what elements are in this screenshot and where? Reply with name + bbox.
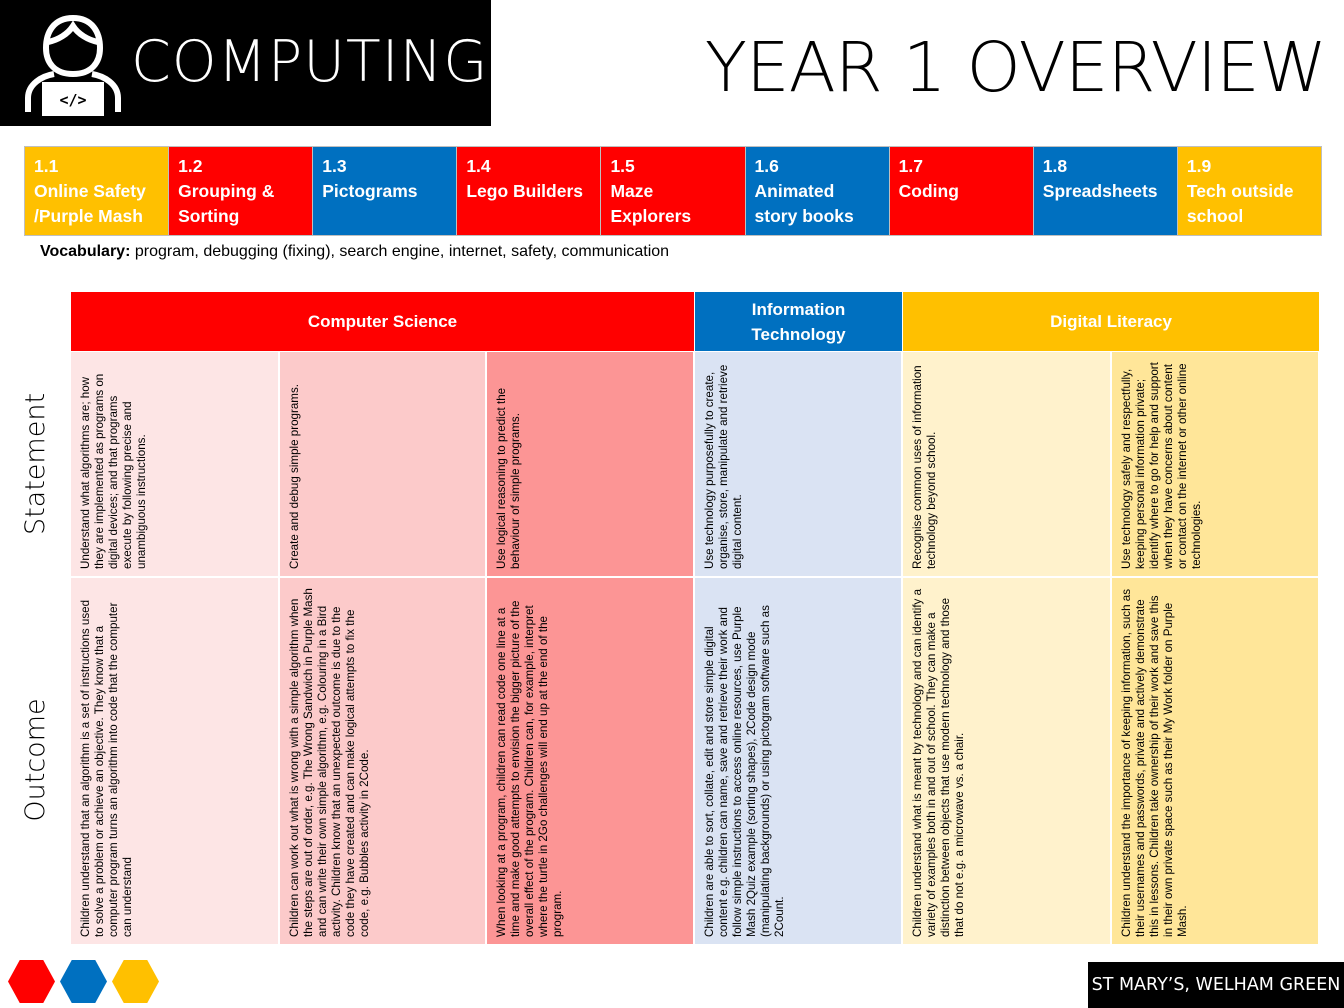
hexagon-icon: [112, 960, 159, 1003]
column-header: Digital Literacy: [903, 292, 1319, 351]
unit-tile: 1.6 Animated story books: [745, 147, 890, 235]
unit-tile: 1.8 Spreadsheets: [1033, 147, 1178, 235]
subject-title: COMPUTING: [131, 29, 489, 95]
outcome-cell-text: When looking at a program, children can …: [495, 600, 564, 937]
outcome-cell-text: Children understand what is meant by tec…: [911, 588, 966, 937]
statement-cell-text: Use technology purposefully to create, o…: [703, 364, 744, 569]
hexagon-logo: [8, 960, 159, 1003]
unit-tile: 1.2 Grouping & Sorting: [169, 147, 314, 235]
hexagon-icon: [60, 960, 107, 1003]
vocabulary-label: Vocabulary:: [40, 243, 131, 260]
outcome-cell-text: Children can work out what is wrong with…: [288, 588, 371, 937]
statement-cell: Recognise common uses of information tec…: [903, 352, 1110, 576]
statement-cell: Use technology safely and respectfully, …: [1112, 352, 1318, 576]
outcome-cell: Children understand what is meant by tec…: [903, 578, 1110, 944]
title-banner: </> COMPUTING: [0, 0, 491, 126]
outcome-cell: Children understand the importance of ke…: [1112, 578, 1318, 944]
unit-name: Animated story books: [754, 181, 854, 226]
column-header: Information Technology: [695, 292, 902, 351]
unit-name: Coding: [898, 181, 959, 201]
outcome-cell: When looking at a program, children can …: [487, 578, 693, 944]
column-header: Computer Science: [71, 292, 694, 351]
statement-cell: Use technology purposefully to create, o…: [695, 352, 901, 576]
unit-name: Pictograms: [322, 181, 418, 201]
vocabulary-line: Vocabulary: program, debugging (fixing),…: [40, 243, 669, 261]
row-label-statement: Statement: [20, 392, 51, 536]
row-label-outcome: Outcome: [20, 698, 51, 822]
page-title: YEAR 1 OVERVIEW: [704, 28, 1327, 108]
unit-number: 1.7: [898, 156, 923, 176]
unit-number: 1.8: [1042, 156, 1068, 176]
unit-tile: 1.9 Tech outside school: [1177, 147, 1321, 235]
outcome-cell: Children understand that an algorithm is…: [71, 578, 278, 944]
unit-name: Online Safety /Purple Mash: [34, 181, 146, 226]
outcome-cell: Children are able to sort, collate, edit…: [695, 578, 901, 944]
outcome-cell-text: Children understand that an algorithm is…: [79, 599, 134, 937]
unit-tile: 1.4 Lego Builders: [457, 147, 602, 235]
unit-tile: 1.3 Pictograms: [313, 147, 458, 235]
outcome-cell-text: Children understand the importance of ke…: [1120, 588, 1189, 937]
svg-text:</>: </>: [59, 91, 86, 109]
coder-person-icon: </>: [25, 14, 121, 116]
row-label-statement-cell: Statement: [0, 352, 71, 576]
unit-number: 1.5: [610, 156, 635, 176]
statement-cell: Understand what algorithms are; how they…: [71, 352, 278, 576]
unit-number: 1.9: [1186, 156, 1212, 176]
unit-number: 1.2: [178, 156, 203, 176]
unit-tile: 1.7 Coding: [889, 147, 1034, 235]
unit-name: Lego Builders: [466, 181, 584, 201]
unit-number: 1.6: [754, 156, 779, 176]
outcome-cell: Children can work out what is wrong with…: [280, 578, 485, 944]
unit-number: 1.1: [34, 156, 59, 176]
school-name: ST MARY’S, WELHAM GREEN: [1088, 962, 1344, 1008]
statement-cell: Create and debug simple programs.: [280, 352, 485, 576]
statement-cell-text: Use logical reasoning to predict the beh…: [495, 387, 522, 569]
unit-number: 1.4: [466, 156, 491, 176]
outcome-cell-text: Children are able to sort, collate, edit…: [703, 605, 786, 937]
unit-tile: 1.5 Maze Explorers: [601, 147, 746, 235]
hexagon-icon: [8, 960, 55, 1003]
statement-cell-text: Understand what algorithms are; how they…: [79, 373, 148, 569]
curriculum-grid: Computer Science Information Technology Di…: [71, 292, 1320, 944]
unit-number: 1.3: [322, 156, 347, 176]
vocabulary-text: program, debugging (fixing), search engi…: [130, 243, 670, 260]
statement-cell-text: Create and debug simple programs.: [288, 384, 301, 569]
unit-strip: 1.1 Online Safety /Purple Mash 1.2 Grouping…: [24, 146, 1322, 236]
row-label-outcome-cell: Outcome: [0, 576, 71, 944]
unit-name: Maze Explorers: [610, 181, 692, 226]
unit-name: Tech outside school: [1186, 181, 1294, 226]
statement-cell: Use logical reasoning to predict the beh…: [487, 352, 693, 576]
unit-name: Spreadsheets: [1042, 181, 1158, 201]
statement-cell-text: Use technology safely and respectfully, …: [1120, 362, 1203, 569]
unit-tile: 1.1 Online Safety /Purple Mash: [25, 147, 170, 235]
statement-cell-text: Recognise common uses of information tec…: [911, 365, 938, 569]
unit-name: Grouping & Sorting: [178, 181, 275, 226]
